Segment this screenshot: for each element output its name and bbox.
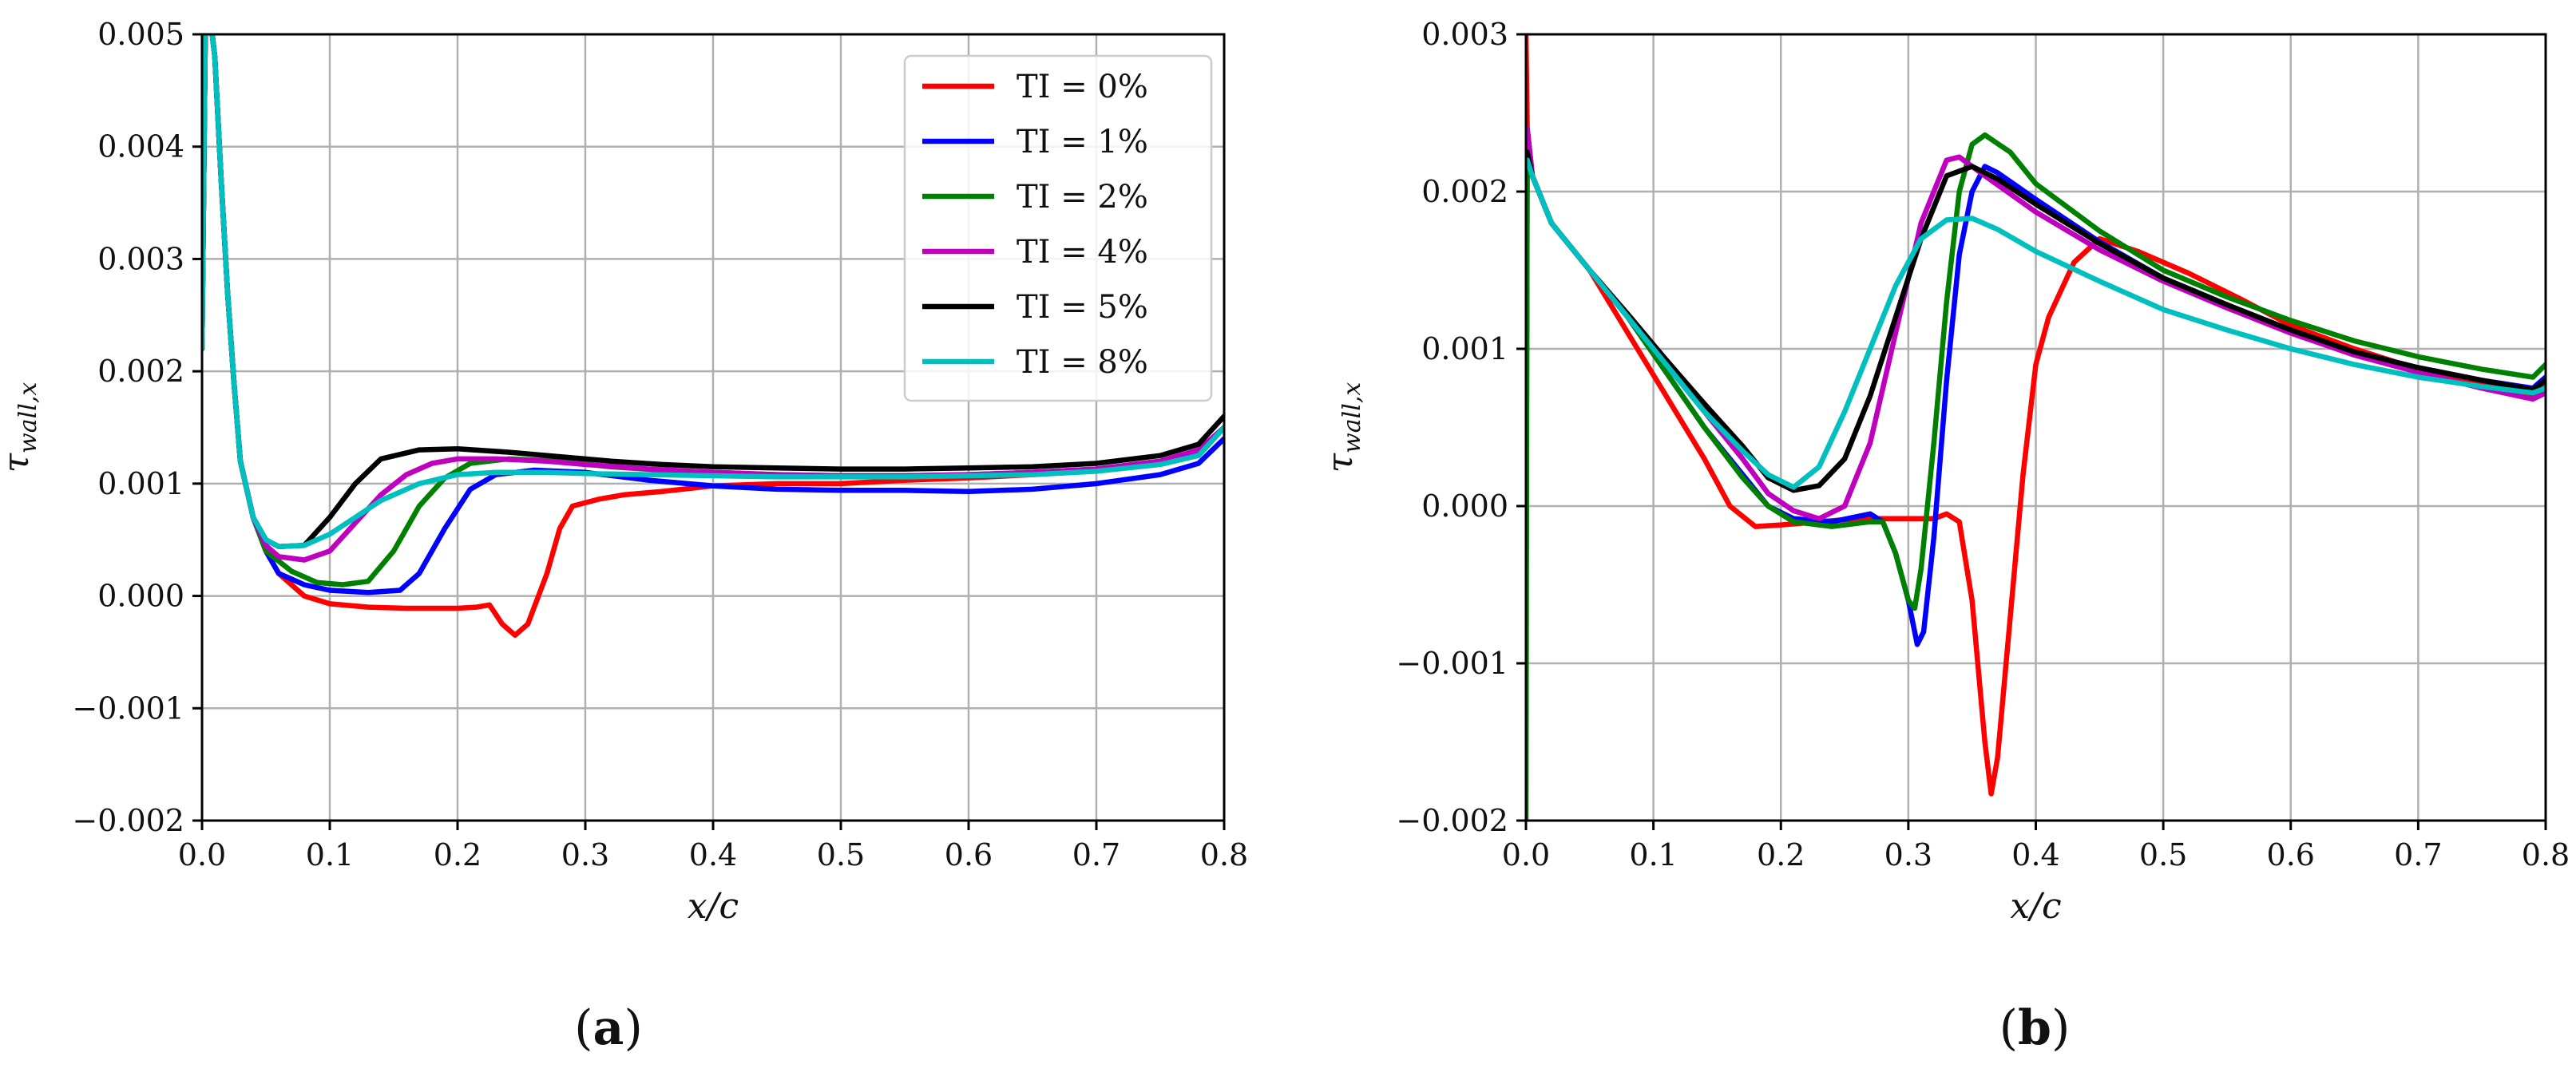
y-tick-label: 0.002 [1421, 174, 1508, 209]
y-tick-label: −0.002 [72, 803, 184, 838]
x-tick-label: 0.3 [561, 837, 609, 872]
y-axis-label-subscript: wall,x [1338, 382, 1366, 453]
panel-tag: (a) [574, 1000, 643, 1056]
x-tick-label: 0.6 [2267, 837, 2315, 872]
y-tick-label: 0.004 [97, 129, 184, 164]
chart-panel-a: 0.0 0.1 0.2 0.3 0.4 0.5 0.6 0.7 0.8 −0.002 −0.001 0… [0, 17, 1248, 1056]
x-tick-label: 0.1 [306, 837, 354, 872]
x-tick-label: 0.4 [2011, 837, 2059, 872]
y-tick-label: 0.003 [1421, 17, 1508, 52]
series-group [1526, 34, 2546, 821]
y-axis-label-main: τ [1320, 453, 1361, 473]
legend-label-ti-5: TI = 5% [1017, 289, 1148, 326]
y-tick-label: 0.000 [97, 579, 184, 614]
series-line-ti-8 [202, 34, 1224, 549]
x-axis-label: x/c [688, 886, 739, 927]
x-tick-label: 0.2 [434, 837, 482, 872]
x-tick-label: 0.0 [1502, 837, 1550, 872]
x-tick-label: 0.7 [2394, 837, 2442, 872]
x-tick-label: 0.8 [2522, 837, 2570, 872]
legend-label-ti-0: TI = 0% [1017, 69, 1148, 105]
y-tick-label: 0.001 [97, 466, 184, 501]
panel-tag: (b) [1999, 1000, 2071, 1056]
y-axis-label-subscript: wall,x [14, 382, 42, 453]
x-tick-label: 0.4 [689, 837, 737, 872]
chart-panel-b: 0.0 0.1 0.2 0.3 0.4 0.5 0.6 0.7 0.8 −0.002 −0.001 0… [1320, 17, 2570, 1056]
y-tick-label: 0.005 [97, 17, 184, 52]
y-tick-label: −0.002 [1396, 803, 1508, 838]
y-tick-label: 0.003 [97, 241, 184, 276]
y-tick-label: −0.001 [1396, 646, 1508, 681]
legend: TI = 0% TI = 1% TI = 2% TI = 4% TI = 5% TI = … [903, 54, 1213, 402]
y-tick-label: −0.001 [72, 690, 184, 726]
x-tick-label: 0.5 [817, 837, 865, 872]
x-tick-label: 0.3 [1884, 837, 1932, 872]
x-tick-label: 0.8 [1200, 837, 1248, 872]
x-tick-label: 0.0 [178, 837, 226, 872]
y-tick-label: 0.002 [97, 354, 184, 389]
x-tick-label: 0.1 [1629, 837, 1677, 872]
series-line-ti-8 [1526, 157, 2546, 490]
legend-label-ti-4: TI = 4% [1017, 234, 1148, 271]
legend-label-ti-1: TI = 1% [1017, 124, 1148, 160]
x-tick-label: 0.2 [1757, 837, 1805, 872]
x-tick-label: 0.7 [1072, 837, 1120, 872]
x-axis-label: x/c [2010, 886, 2061, 927]
y-tick-label: 0.000 [1421, 489, 1508, 524]
y-axis-label-main: τ [0, 453, 37, 473]
y-tick-label: 0.001 [1421, 331, 1508, 366]
x-tick-label: 0.5 [2139, 837, 2187, 872]
y-axis-label: τwall,x [1320, 382, 1366, 473]
y-axis-label: τwall,x [0, 382, 42, 473]
legend-label-ti-8: TI = 8% [1017, 344, 1148, 381]
x-tick-label: 0.6 [945, 837, 993, 872]
series-group [202, 34, 1224, 639]
legend-label-ti-2: TI = 2% [1017, 179, 1148, 216]
